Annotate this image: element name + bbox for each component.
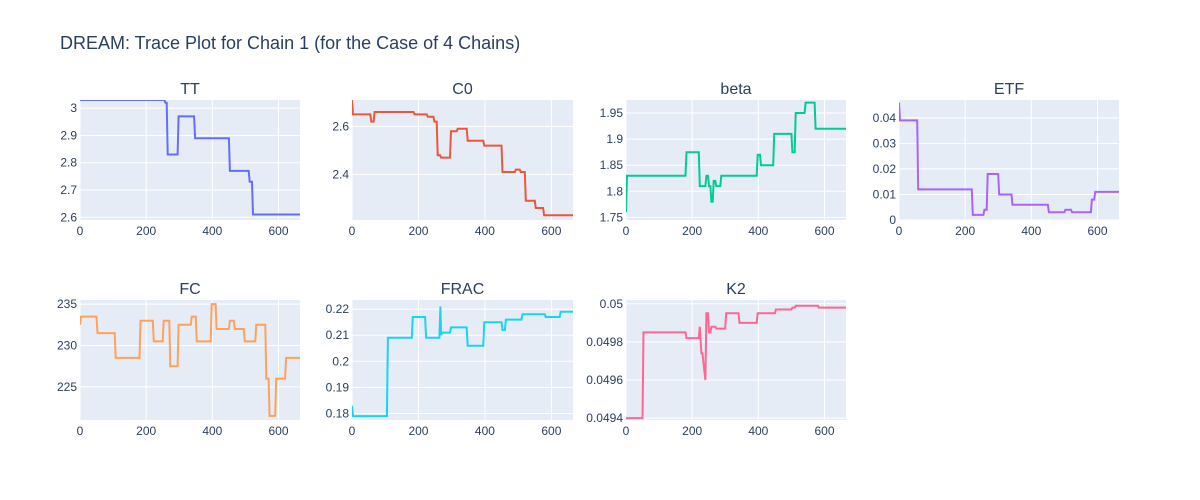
trace-line-etf: [899, 102, 1119, 216]
x-tick-label: 400: [475, 224, 495, 238]
y-tick-label: 3: [70, 101, 77, 115]
subplot-title: beta: [720, 81, 751, 98]
subplot-fc: 0 200 400 600 225 230 235 FC: [57, 281, 300, 438]
x-tick-label: 0: [77, 224, 84, 238]
subplot-beta: 0 200 400 600 1.75 1.8 1.85 1.9 1.95 beta: [600, 81, 846, 238]
subplot-title: FRAC: [441, 281, 485, 298]
x-tick-label: 200: [136, 424, 156, 438]
x-tick-label: 600: [1087, 224, 1107, 238]
y-tick-label: 2.8: [60, 156, 77, 170]
x-tick-label: 0: [623, 424, 630, 438]
x-tick-label: 400: [202, 424, 222, 438]
y-tick-label: 2.6: [60, 210, 77, 224]
subplot-tt: 0 200 400 600 2.6 2.7 2.8 2.9 3 TT: [60, 81, 300, 238]
subplot-frac: 0 200 400 600 0.18 0.19 0.2 0.21 0.22 FRAC: [326, 281, 573, 438]
subplot-etf: 0 200 400 600 0 0.01 0.02 0.03 0.04 ETF: [873, 81, 1119, 238]
y-tick-label: 0.03: [873, 136, 897, 150]
x-tick-label: 400: [1021, 224, 1041, 238]
y-tick-label: 235: [57, 297, 77, 311]
x-tick-label: 200: [408, 424, 428, 438]
y-tick-label: 0: [889, 213, 896, 227]
trace-line-c0: [352, 100, 573, 217]
x-tick-label: 0: [623, 224, 630, 238]
x-tick-label: 600: [814, 224, 834, 238]
y-tick-label: 0.19: [326, 380, 350, 394]
x-tick-label: 0: [349, 224, 356, 238]
x-tick-label: 0: [896, 224, 903, 238]
x-tick-label: 400: [202, 224, 222, 238]
y-tick-label: 1.9: [606, 132, 623, 146]
trace-line-tt: [80, 100, 300, 216]
y-tick-label: 225: [57, 380, 77, 394]
x-tick-label: 400: [475, 424, 495, 438]
x-tick-label: 200: [955, 224, 975, 238]
y-tick-label: 0.0498: [586, 335, 623, 349]
subplot-c0: 0 200 400 600 2.4 2.6 C0: [332, 81, 573, 238]
y-tick-label: 0.0494: [586, 411, 623, 425]
subplot-title: K2: [726, 281, 746, 298]
x-tick-label: 600: [541, 424, 561, 438]
plot-area: [626, 300, 846, 420]
x-tick-label: 200: [408, 224, 428, 238]
trace-line-beta: [626, 101, 846, 213]
subplot-title: C0: [452, 81, 473, 98]
y-tick-label: 2.6: [332, 119, 349, 133]
x-tick-label: 0: [349, 424, 356, 438]
trace-line-fc: [80, 303, 300, 417]
x-tick-label: 600: [541, 224, 561, 238]
subplot-title: FC: [179, 281, 200, 298]
subplot-title: ETF: [994, 81, 1024, 98]
y-tick-label: 0.04: [873, 111, 897, 125]
plot-area: [626, 100, 846, 220]
x-tick-label: 600: [814, 424, 834, 438]
y-tick-label: 0.18: [326, 406, 350, 420]
y-tick-label: 0.22: [326, 302, 350, 316]
x-tick-label: 200: [682, 424, 702, 438]
trace-line-frac: [352, 306, 573, 418]
x-tick-label: 200: [136, 224, 156, 238]
y-tick-label: 0.05: [600, 297, 624, 311]
y-tick-label: 230: [57, 339, 77, 353]
plot-area: [352, 100, 573, 220]
plot-area: [80, 100, 300, 220]
plot-area: [80, 300, 300, 420]
x-tick-label: 400: [748, 424, 768, 438]
subplot-title: TT: [180, 81, 200, 98]
y-tick-label: 1.95: [600, 106, 624, 120]
plot-area: [352, 300, 573, 420]
y-tick-label: 0.21: [326, 328, 350, 342]
x-tick-label: 0: [77, 424, 84, 438]
y-tick-label: 0.01: [873, 187, 897, 201]
y-tick-label: 1.85: [600, 158, 624, 172]
y-tick-label: 0.02: [873, 162, 897, 176]
trace-line-k2: [626, 304, 846, 420]
y-tick-label: 1.75: [600, 210, 624, 224]
x-tick-label: 600: [268, 424, 288, 438]
y-tick-label: 0.2: [332, 354, 349, 368]
y-tick-label: 2.4: [332, 167, 349, 181]
plot-area: [899, 100, 1119, 220]
x-tick-label: 600: [268, 224, 288, 238]
x-tick-label: 200: [682, 224, 702, 238]
x-tick-label: 400: [748, 224, 768, 238]
y-tick-label: 0.0496: [586, 373, 623, 387]
subplot-k2: 0 200 400 600 0.0494 0.0496 0.0498 0.05 K2: [586, 281, 846, 438]
y-tick-label: 2.7: [60, 183, 77, 197]
y-tick-label: 2.9: [60, 128, 77, 142]
chart-title: DREAM: Trace Plot for Chain 1 (for the C…: [60, 33, 521, 53]
y-tick-label: 1.8: [606, 184, 623, 198]
